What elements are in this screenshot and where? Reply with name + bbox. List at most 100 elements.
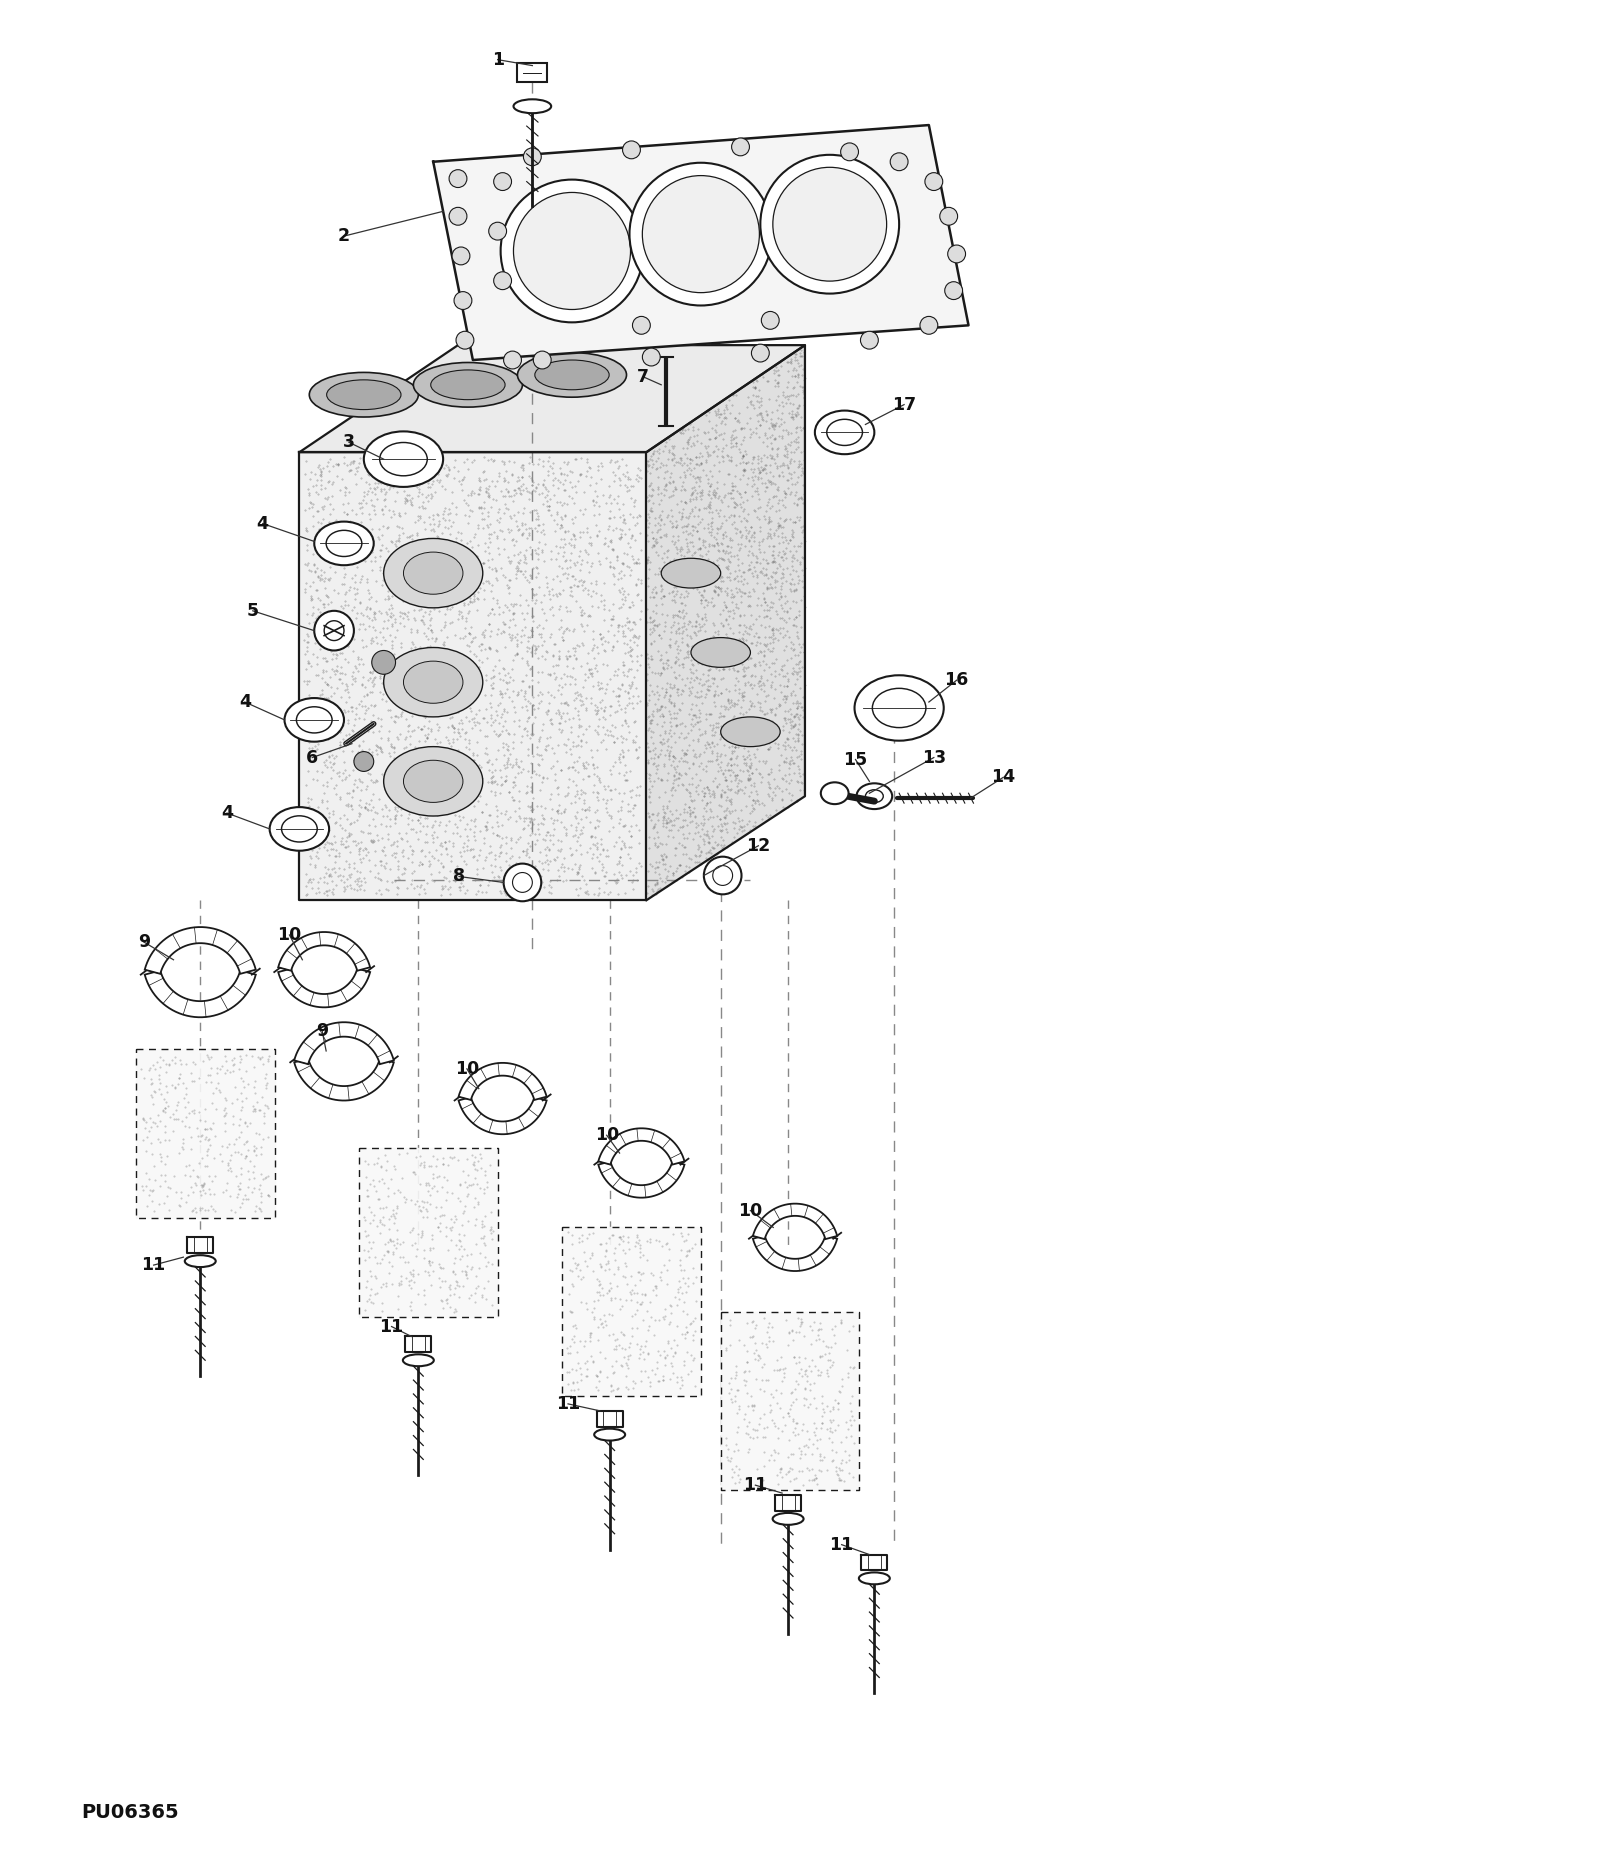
Circle shape xyxy=(840,144,859,160)
Ellipse shape xyxy=(872,689,926,728)
Polygon shape xyxy=(598,1161,685,1198)
Circle shape xyxy=(314,610,354,651)
Text: 4: 4 xyxy=(238,692,251,711)
Polygon shape xyxy=(405,1336,432,1353)
Text: 10: 10 xyxy=(595,1127,619,1144)
Ellipse shape xyxy=(285,698,344,741)
Circle shape xyxy=(920,317,938,334)
Text: 2: 2 xyxy=(338,228,350,244)
Polygon shape xyxy=(597,1411,622,1427)
Circle shape xyxy=(354,752,374,771)
Text: 5: 5 xyxy=(246,603,259,620)
Text: 11: 11 xyxy=(141,1256,166,1274)
Polygon shape xyxy=(720,1312,859,1491)
Circle shape xyxy=(760,155,899,293)
Ellipse shape xyxy=(384,746,483,815)
Text: 12: 12 xyxy=(746,836,771,855)
Polygon shape xyxy=(278,968,370,1008)
Ellipse shape xyxy=(270,808,330,851)
Circle shape xyxy=(939,207,958,226)
Text: 1: 1 xyxy=(491,50,504,69)
Polygon shape xyxy=(459,1064,547,1099)
Ellipse shape xyxy=(296,707,333,733)
Circle shape xyxy=(453,246,470,265)
Polygon shape xyxy=(299,452,646,899)
Circle shape xyxy=(712,866,733,884)
Ellipse shape xyxy=(514,99,550,114)
Circle shape xyxy=(523,147,541,166)
Ellipse shape xyxy=(384,648,483,717)
Polygon shape xyxy=(136,1049,275,1217)
Circle shape xyxy=(642,349,661,366)
Text: 16: 16 xyxy=(944,672,968,689)
Ellipse shape xyxy=(282,815,317,842)
Circle shape xyxy=(925,174,942,190)
Circle shape xyxy=(947,244,965,263)
Circle shape xyxy=(488,222,507,241)
Ellipse shape xyxy=(314,522,374,565)
Polygon shape xyxy=(861,1554,888,1571)
Ellipse shape xyxy=(854,675,944,741)
Circle shape xyxy=(704,856,741,894)
Ellipse shape xyxy=(430,369,506,399)
Polygon shape xyxy=(294,1058,394,1101)
Circle shape xyxy=(861,332,878,349)
Text: 10: 10 xyxy=(738,1202,763,1220)
Polygon shape xyxy=(144,970,256,1017)
Text: 9: 9 xyxy=(138,933,150,952)
Text: 17: 17 xyxy=(893,396,917,414)
Circle shape xyxy=(632,317,650,334)
Text: 11: 11 xyxy=(555,1396,581,1413)
Text: 3: 3 xyxy=(342,433,355,452)
Text: 11: 11 xyxy=(744,1476,768,1495)
Polygon shape xyxy=(294,1023,394,1064)
Ellipse shape xyxy=(384,539,483,608)
Polygon shape xyxy=(754,1235,837,1271)
Ellipse shape xyxy=(413,362,523,407)
Circle shape xyxy=(504,864,541,901)
Circle shape xyxy=(501,179,643,323)
Ellipse shape xyxy=(309,373,418,416)
Ellipse shape xyxy=(326,530,362,556)
Polygon shape xyxy=(562,1228,701,1396)
Circle shape xyxy=(454,291,472,310)
Ellipse shape xyxy=(720,717,781,746)
Ellipse shape xyxy=(326,381,402,409)
Circle shape xyxy=(325,621,344,640)
Circle shape xyxy=(762,312,779,328)
Polygon shape xyxy=(358,1148,498,1317)
Ellipse shape xyxy=(517,353,627,397)
Circle shape xyxy=(622,142,640,159)
Ellipse shape xyxy=(827,420,862,446)
Text: 15: 15 xyxy=(843,750,867,769)
Ellipse shape xyxy=(184,1256,216,1267)
Ellipse shape xyxy=(379,442,427,476)
Ellipse shape xyxy=(403,1355,434,1366)
Polygon shape xyxy=(459,1097,547,1135)
Text: 4: 4 xyxy=(221,804,234,823)
Circle shape xyxy=(504,351,522,369)
Bar xyxy=(517,63,547,82)
Circle shape xyxy=(642,175,760,293)
Circle shape xyxy=(533,351,550,369)
Circle shape xyxy=(456,332,474,349)
Ellipse shape xyxy=(403,759,462,802)
Ellipse shape xyxy=(814,411,874,453)
Ellipse shape xyxy=(403,552,462,593)
Circle shape xyxy=(944,282,963,300)
Text: 11: 11 xyxy=(829,1536,854,1554)
Ellipse shape xyxy=(403,661,462,703)
Ellipse shape xyxy=(859,1573,890,1584)
Circle shape xyxy=(890,153,909,170)
Text: 13: 13 xyxy=(922,748,946,767)
Text: 10: 10 xyxy=(454,1060,478,1079)
Ellipse shape xyxy=(363,431,443,487)
Polygon shape xyxy=(776,1495,802,1511)
Ellipse shape xyxy=(773,1513,803,1525)
Polygon shape xyxy=(598,1129,685,1164)
Polygon shape xyxy=(144,927,256,974)
Text: 11: 11 xyxy=(379,1317,403,1336)
Polygon shape xyxy=(646,345,805,899)
Ellipse shape xyxy=(691,638,750,668)
Circle shape xyxy=(494,272,512,289)
